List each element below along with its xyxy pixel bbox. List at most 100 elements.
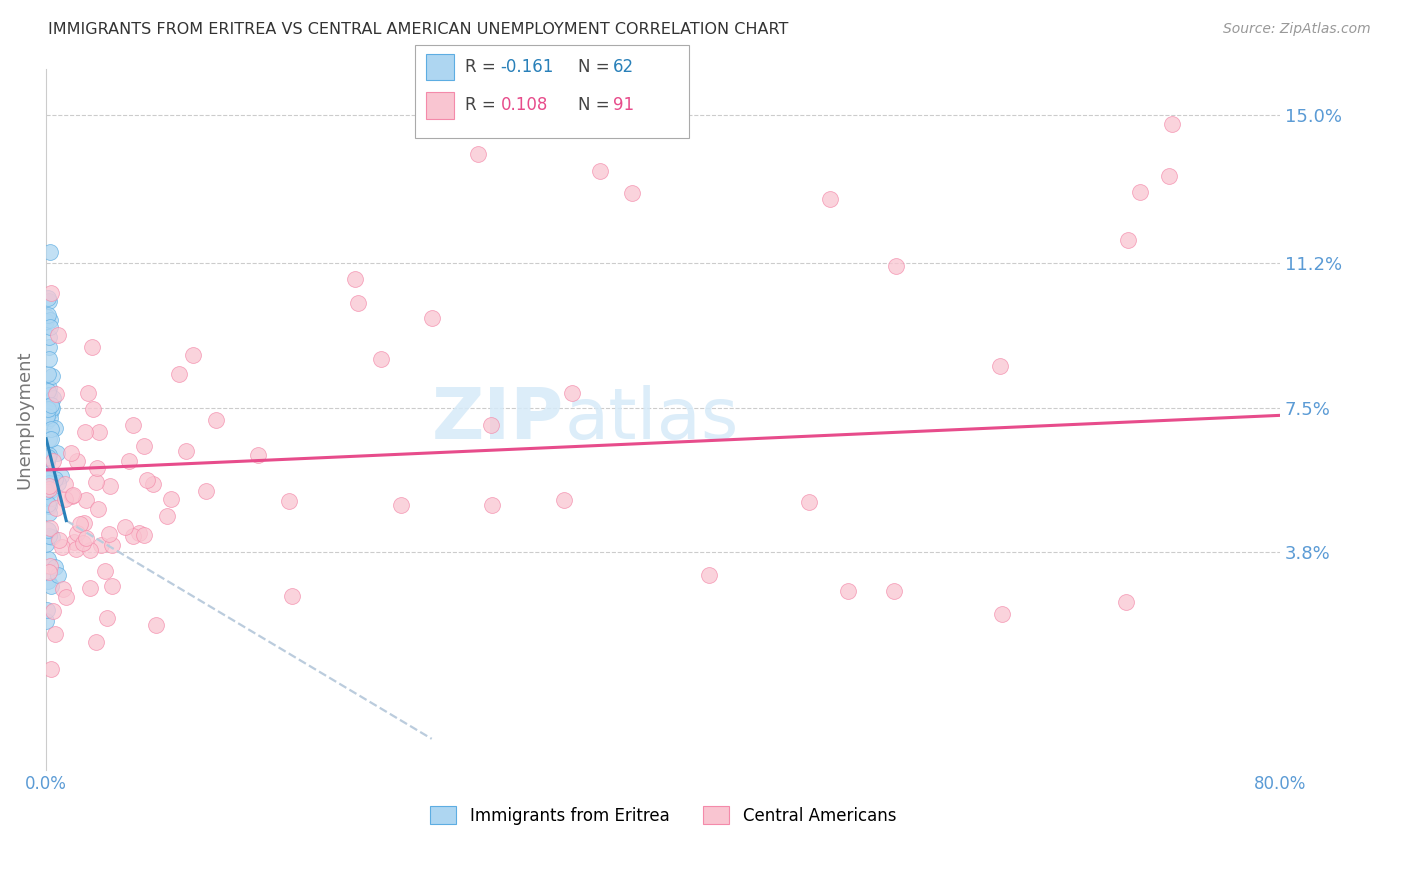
Point [35,603,58,617]
Point [98,479,121,493]
Point [38,479,60,493]
Point [370,351,392,366]
Point [278,494,301,508]
Point [467,147,489,161]
Point [86,461,108,475]
Point [45,500,67,515]
Point [39,398,62,412]
Point [799,495,821,509]
Text: ZIP: ZIP [432,384,564,454]
Point [100,579,122,593]
Point [39,662,62,676]
Point [75,492,97,507]
Point [79,581,101,595]
Point [89,425,111,439]
Point [38,482,60,496]
Point [553,493,575,508]
Point [35,314,58,328]
Point [991,607,1014,621]
Point [346,295,368,310]
Point [39,319,62,334]
Point [73,516,96,530]
Point [35,484,58,499]
Point [41,401,63,415]
Point [132,439,155,453]
Point [37,472,59,486]
Point [37,574,59,589]
Point [884,260,907,274]
Point [39,422,62,436]
Point [35,537,58,551]
Point [246,448,269,462]
Point [72,536,94,550]
Point [837,583,859,598]
Point [38,293,60,308]
Point [38,340,60,354]
Point [44,471,66,485]
Point [52,582,75,596]
Point [90,538,112,552]
Y-axis label: Unemployment: Unemployment [15,350,32,489]
Point [343,272,366,286]
Point [44,560,66,574]
Point [38,381,60,395]
Point [38,506,60,520]
Point [51,540,73,554]
Point [35,461,58,475]
Point [82,402,104,417]
Point [46,327,69,342]
Point [132,528,155,542]
Point [697,568,720,582]
Point [62,534,84,549]
Text: atlas: atlas [564,384,738,454]
Point [97,526,120,541]
Point [100,539,122,553]
Point [38,565,60,579]
Point [42,392,65,406]
Point [820,192,842,206]
Point [66,454,89,468]
Point [174,443,197,458]
Point [45,386,67,401]
Point [38,330,60,344]
Point [1129,185,1152,199]
Point [37,401,59,416]
Point [1161,117,1184,131]
Text: R =: R = [465,96,502,114]
Point [82,340,104,354]
Point [65,541,87,556]
Point [87,501,110,516]
Point [621,186,644,201]
Point [1115,595,1137,609]
Point [38,351,60,366]
Point [60,489,83,503]
Point [128,526,150,541]
Point [156,508,179,523]
Point [38,388,60,402]
Point [205,413,228,427]
Point [35,409,58,423]
Point [49,469,72,483]
Legend: Immigrants from Eritrea, Central Americans: Immigrants from Eritrea, Central America… [430,806,896,825]
Point [44,420,66,434]
Point [37,497,59,511]
Point [41,579,63,593]
Point [561,386,583,401]
Point [39,483,62,497]
Point [38,312,60,326]
Point [37,384,59,398]
Point [48,533,70,547]
Point [37,451,59,466]
Point [142,476,165,491]
Point [59,446,82,460]
Point [114,520,136,534]
Point [160,491,183,506]
Point [391,498,413,512]
Text: R =: R = [465,58,502,76]
Point [46,476,69,491]
Point [481,498,503,512]
Text: N =: N = [578,58,614,76]
Text: 91: 91 [613,96,634,114]
Point [62,487,84,501]
Point [122,529,145,543]
